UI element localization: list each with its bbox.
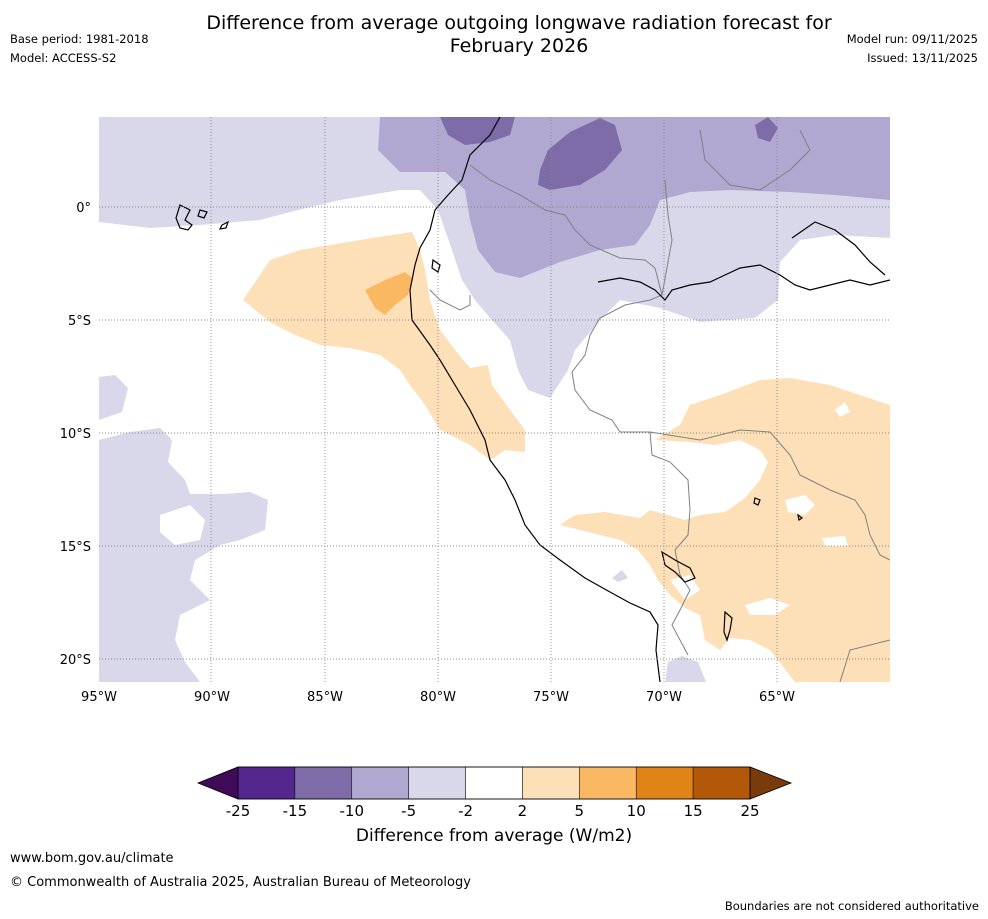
lat-label: 20°S: [60, 653, 91, 668]
neutral-hole-east-2: [835, 402, 850, 417]
coastlines: [175, 117, 890, 682]
anomaly-region-orange-coast: [365, 272, 412, 315]
colorbar-tick-label: -10: [340, 802, 365, 820]
neutral-hole-east-1: [785, 495, 815, 515]
colorbar-tick-label: 10: [627, 802, 646, 820]
colorbar-tick-label: -2: [458, 802, 473, 820]
colorbar-tick-label: 2: [518, 802, 528, 820]
footer-url: www.bom.gov.au/climate: [10, 851, 174, 866]
colorbar-bin: [351, 766, 409, 800]
lat-label: 0°: [76, 201, 91, 216]
model-run-label: Model run: 09/11/2025: [846, 32, 978, 46]
country-borders: [429, 129, 890, 682]
colorbar-bin: [635, 766, 694, 800]
chart-title: Difference from average outgoing longwav…: [0, 12, 988, 58]
lat-axis: 0° 5°S 10°S 15°S 20°S: [60, 201, 91, 668]
neutral-hole-east-4: [745, 598, 790, 615]
colorbar-tick-label: 5: [575, 802, 585, 820]
lon-label: 75°W: [533, 690, 569, 705]
colorbar-tick-label: -5: [401, 802, 416, 820]
neutral-hole-east-5: [670, 575, 700, 600]
lon-label: 80°W: [420, 690, 456, 705]
lon-label: 90°W: [194, 690, 230, 705]
colorbar-bin: [692, 766, 751, 800]
anomaly-region-dark-purple-2: [538, 118, 622, 190]
colorbar-bins: [237, 766, 751, 800]
chart-title-line-1: Difference from average outgoing longwav…: [206, 12, 832, 34]
footer-copyright: © Commonwealth of Australia 2025, Austra…: [10, 875, 471, 890]
colorbar-bin: [237, 766, 296, 800]
colorbar-bin: [465, 766, 523, 800]
footer-note: Boundaries are not considered authoritat…: [724, 899, 979, 913]
base-period-label: Base period: 1981-2018: [10, 32, 149, 46]
colorbar-bin: [408, 766, 466, 800]
lon-label: 85°W: [307, 690, 343, 705]
colorbar-tick-label: 15: [684, 802, 703, 820]
colorbar-under-arrow: [196, 766, 239, 800]
colorbar-tick-label: 25: [740, 802, 759, 820]
lon-label: 65°W: [759, 690, 795, 705]
anomaly-region-light-purple-south: [665, 656, 706, 682]
lon-label: 95°W: [81, 690, 117, 705]
colorbar-frame: [237, 766, 751, 800]
lat-label: 5°S: [68, 314, 91, 329]
colorbar-over-arrow: [749, 766, 793, 800]
colorbar-bin: [294, 766, 353, 800]
meta-left: Base period: 1981-2018 Model: ACCESS-S2: [10, 30, 149, 68]
model-label: Model: ACCESS-S2: [10, 51, 117, 65]
colorbar-ticks: -25 -15 -10 -5 -2 2 5 10 15 25: [226, 802, 760, 820]
colorbar: -25 -15 -10 -5 -2 2 5 10 15 25: [196, 766, 793, 820]
neutral-hole-east-3: [822, 536, 848, 546]
anomaly-region-light-purple-west: [99, 428, 268, 682]
anomaly-region-light-orange-east: [560, 378, 890, 682]
colorbar-tick-label: -15: [283, 802, 308, 820]
lat-label: 15°S: [60, 540, 91, 555]
colorbar-title: Difference from average (W/m2): [355, 826, 633, 846]
map-plot-area: [99, 117, 890, 682]
meta-right: Model run: 09/11/2025 Issued: 13/11/2025: [847, 30, 978, 68]
colorbar-bin: [522, 766, 580, 800]
anomaly-region-light-purple-speck: [612, 570, 628, 582]
lat-label: 10°S: [60, 427, 91, 442]
anomaly-region-dark-purple-3: [755, 117, 778, 142]
anomaly-region-light-purple-west-small: [99, 375, 128, 420]
anomaly-region-light-orange-coast: [243, 232, 525, 460]
gridlines: [99, 117, 890, 682]
chart-title-line-2: February 2026: [449, 35, 589, 57]
colorbar-tick-label: -25: [226, 802, 251, 820]
lon-axis: 95°W 90°W 85°W 80°W 75°W 70°W 65°W: [81, 690, 795, 705]
neutral-hole-west-1: [160, 505, 205, 545]
anomaly-region-mid-purple: [378, 117, 890, 278]
issued-label: Issued: 13/11/2025: [867, 51, 978, 65]
lon-label: 70°W: [646, 690, 682, 705]
colorbar-bin: [579, 766, 637, 800]
